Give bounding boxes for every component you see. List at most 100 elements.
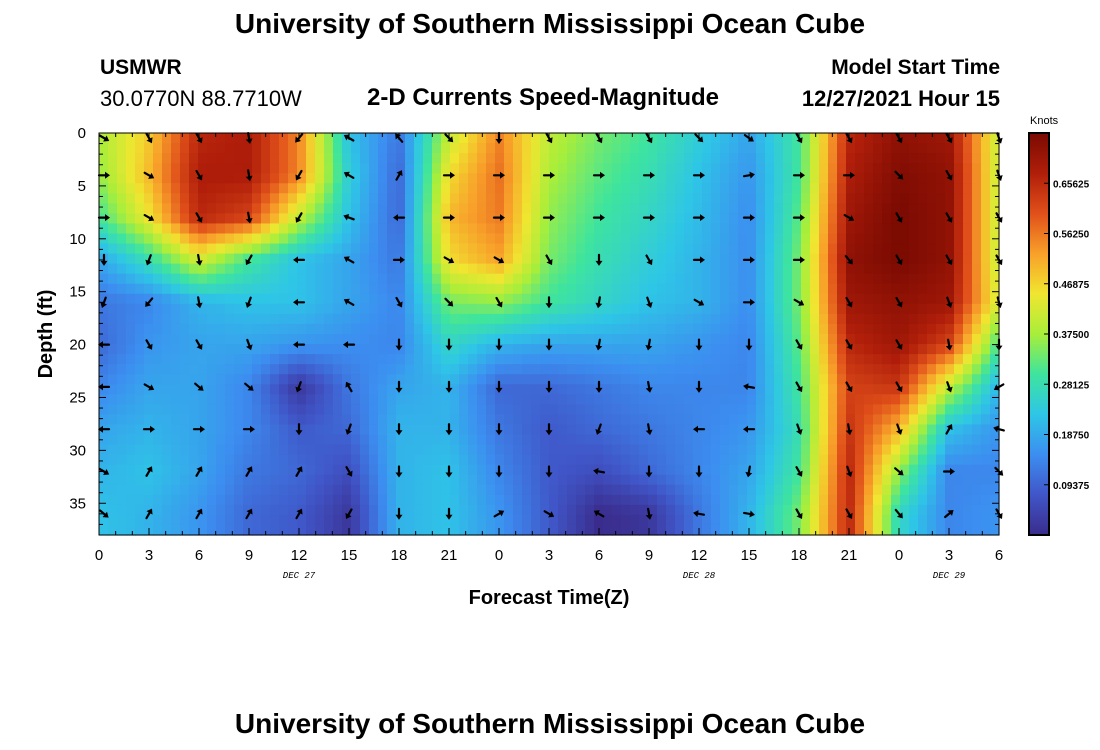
heatmap-cell bbox=[315, 414, 325, 426]
heatmap-cell bbox=[369, 424, 379, 436]
heatmap-cell bbox=[603, 404, 613, 415]
heatmap-cell bbox=[540, 424, 550, 436]
heatmap-cell bbox=[324, 484, 334, 496]
heatmap-cell bbox=[756, 163, 766, 174]
heatmap-cell bbox=[855, 444, 865, 456]
heatmap-cell bbox=[513, 193, 523, 204]
heatmap-cell bbox=[756, 504, 766, 516]
heatmap-cell bbox=[351, 394, 361, 405]
heatmap-cell bbox=[270, 143, 280, 154]
heatmap-cell bbox=[684, 263, 694, 275]
heatmap-cell bbox=[819, 444, 829, 456]
heatmap-cell bbox=[522, 344, 532, 355]
heatmap-cell bbox=[126, 303, 136, 315]
heatmap-cell bbox=[414, 454, 424, 466]
heatmap-cell bbox=[513, 253, 523, 265]
heatmap-cell bbox=[270, 153, 280, 164]
heatmap-cell bbox=[810, 243, 820, 255]
heatmap-cell bbox=[396, 364, 406, 375]
heatmap-cell bbox=[504, 364, 514, 375]
heatmap-cell bbox=[873, 394, 883, 405]
heatmap-cell bbox=[846, 334, 856, 345]
heatmap-cell bbox=[135, 444, 145, 456]
heatmap-cell bbox=[729, 213, 739, 225]
heatmap-cell bbox=[396, 203, 406, 214]
heatmap-cell bbox=[288, 183, 298, 194]
heatmap-cell bbox=[630, 273, 640, 285]
heatmap-cell bbox=[801, 404, 811, 415]
heatmap-cell bbox=[396, 474, 406, 486]
heatmap-cell bbox=[369, 434, 379, 446]
heatmap-cell bbox=[405, 344, 415, 355]
heatmap-cell bbox=[648, 133, 658, 144]
heatmap-cell bbox=[189, 334, 199, 345]
heatmap-cell bbox=[594, 474, 604, 486]
heatmap-cell bbox=[612, 474, 622, 486]
heatmap-cell bbox=[288, 384, 298, 395]
heatmap-cell bbox=[216, 173, 226, 184]
heatmap-cell bbox=[720, 454, 730, 466]
heatmap-cell bbox=[189, 273, 199, 285]
heatmap-cell bbox=[459, 143, 469, 154]
heatmap-cell bbox=[387, 203, 397, 214]
current-arrow bbox=[742, 256, 755, 264]
heatmap-cell bbox=[720, 273, 730, 285]
heatmap-cell bbox=[216, 143, 226, 154]
heatmap-cell bbox=[405, 313, 415, 325]
heatmap-cell bbox=[234, 334, 244, 345]
heatmap-cell bbox=[603, 424, 613, 436]
heatmap-cell bbox=[576, 514, 586, 526]
heatmap-cell bbox=[981, 484, 991, 496]
heatmap-cell bbox=[441, 223, 451, 235]
heatmap-cell bbox=[882, 354, 892, 365]
heatmap-cell bbox=[207, 334, 217, 345]
heatmap-cell bbox=[891, 163, 901, 174]
heatmap-cell bbox=[909, 504, 919, 516]
heatmap-cell bbox=[684, 283, 694, 295]
heatmap-cell bbox=[351, 253, 361, 265]
heatmap-cell bbox=[540, 303, 550, 315]
current-arrow bbox=[145, 339, 153, 350]
heatmap-cell bbox=[864, 434, 874, 446]
heatmap-cell bbox=[531, 183, 541, 194]
heatmap-cell bbox=[261, 303, 271, 315]
heatmap-cell bbox=[855, 323, 865, 335]
heatmap-cell bbox=[756, 303, 766, 315]
heatmap-cell bbox=[738, 223, 748, 235]
current-arrow bbox=[195, 212, 203, 223]
heatmap-cell bbox=[855, 384, 865, 395]
heatmap-cell bbox=[459, 153, 469, 164]
heatmap-cell bbox=[144, 434, 154, 446]
heatmap-cell bbox=[828, 243, 838, 255]
heatmap-cell bbox=[432, 464, 442, 476]
heatmap-cell bbox=[846, 444, 856, 456]
heatmap-cell bbox=[162, 273, 172, 285]
heatmap-cell bbox=[252, 354, 262, 365]
heatmap-cell bbox=[837, 163, 847, 174]
heatmap-cell bbox=[801, 354, 811, 365]
heatmap-cell bbox=[594, 223, 604, 235]
heatmap-cell bbox=[891, 263, 901, 275]
heatmap-cell bbox=[927, 464, 937, 476]
heatmap-cell bbox=[927, 163, 937, 174]
heatmap-cell bbox=[918, 143, 928, 154]
heatmap-cell bbox=[855, 133, 865, 144]
heatmap-cell bbox=[828, 484, 838, 496]
heatmap-cell bbox=[675, 364, 685, 375]
heatmap-cell bbox=[99, 374, 109, 385]
heatmap-cell bbox=[666, 344, 676, 355]
heatmap-cell bbox=[720, 323, 730, 335]
heatmap-cell bbox=[270, 163, 280, 174]
heatmap-cell bbox=[189, 384, 199, 395]
heatmap-cell bbox=[459, 283, 469, 295]
heatmap-cell bbox=[279, 484, 289, 496]
heatmap-cell bbox=[891, 213, 901, 225]
heatmap-cell bbox=[711, 313, 721, 325]
heatmap-cell bbox=[774, 364, 784, 375]
heatmap-cell bbox=[657, 283, 667, 295]
heatmap-cell bbox=[198, 203, 208, 214]
heatmap-cell bbox=[684, 354, 694, 365]
heatmap-cell bbox=[981, 394, 991, 405]
heatmap-cell bbox=[639, 404, 649, 415]
heatmap-cell bbox=[882, 243, 892, 255]
